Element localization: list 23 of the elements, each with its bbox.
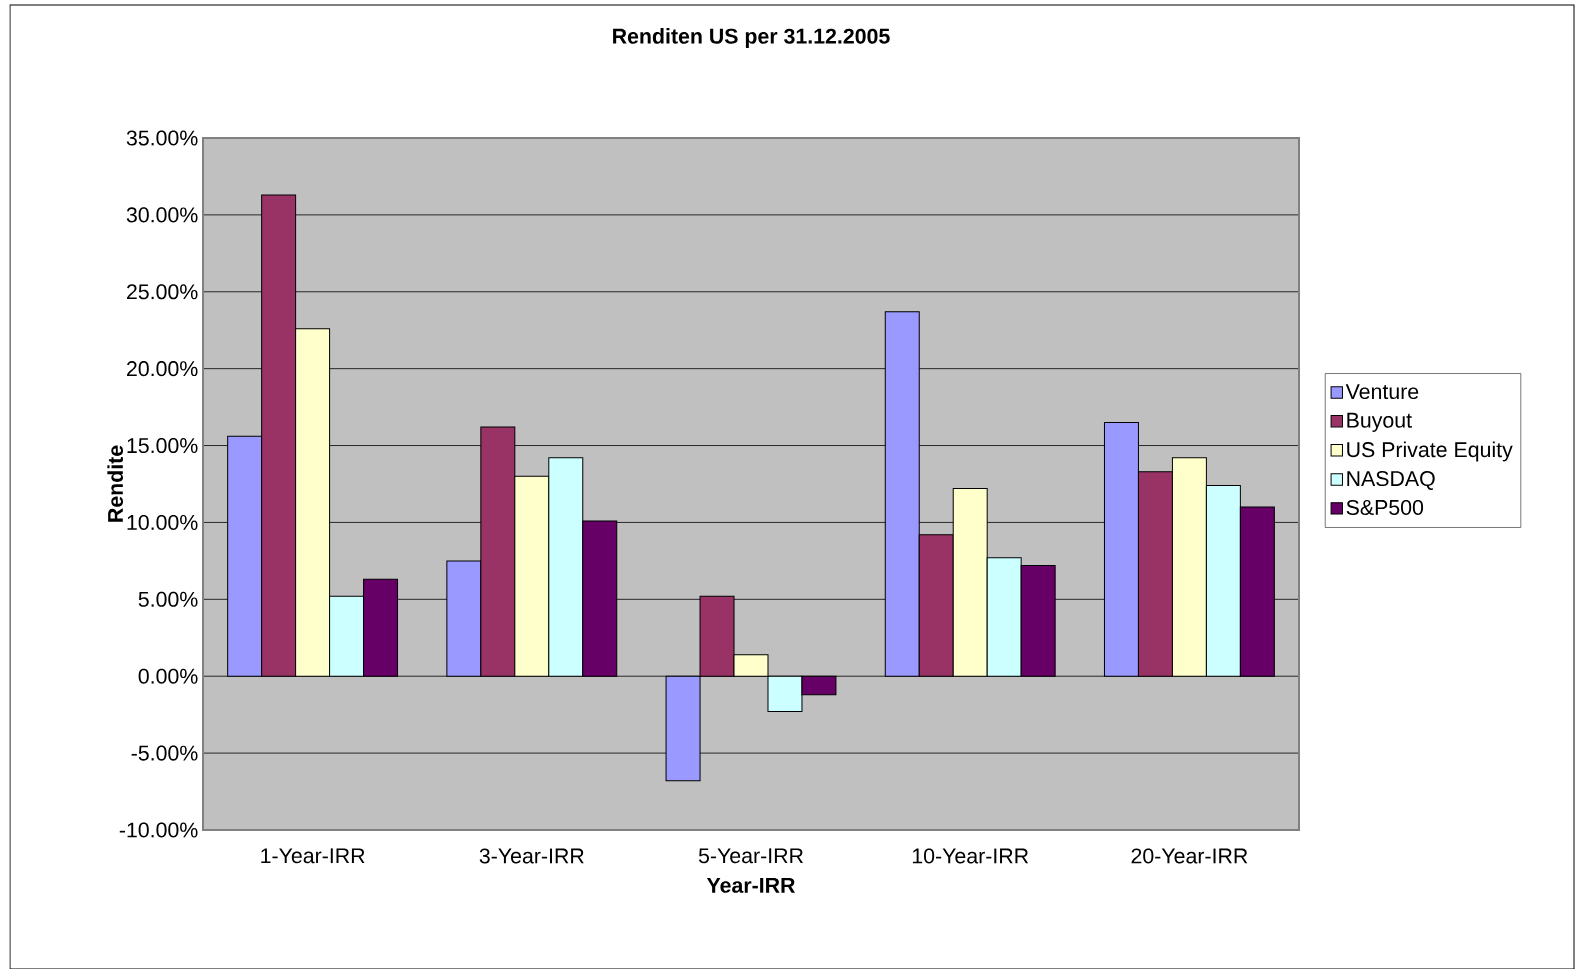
y-tick-label: 25.00% bbox=[127, 284, 198, 300]
x-tick-label: 5-Year-IRR bbox=[698, 848, 803, 864]
chart-title: Renditen US per 31.12.2005 bbox=[613, 28, 890, 48]
legend-label: Venture bbox=[1345, 384, 1419, 400]
y-tick-label: 0.00% bbox=[138, 668, 198, 684]
y-tick-label: -10.00% bbox=[119, 822, 198, 838]
y-tick-label: 10.00% bbox=[127, 514, 198, 530]
x-tick-label: 20-Year-IRR bbox=[1131, 848, 1248, 864]
y-tick-label: 35.00% bbox=[126, 130, 198, 146]
y-tick-label: 15.00% bbox=[127, 438, 198, 454]
legend-label: S&P500 bbox=[1346, 499, 1424, 516]
y-tick-label: 20.00% bbox=[127, 361, 198, 377]
x-tick-label: 3-Year-IRR bbox=[479, 848, 584, 864]
x-tick-label: 1-Year-IRR bbox=[261, 848, 365, 864]
legend-label: US Private Equity bbox=[1347, 441, 1513, 462]
y-tick-label: -5.00% bbox=[131, 745, 198, 761]
y-tick-label: 5.00% bbox=[138, 591, 198, 607]
y-tick-label: 30.00% bbox=[126, 207, 198, 223]
x-axis-title: Year-IRR bbox=[706, 877, 796, 893]
y-axis-title: Rendite bbox=[107, 445, 124, 522]
x-tick-label: 10-Year-IRR bbox=[912, 848, 1029, 864]
legend-label: NASDAQ bbox=[1347, 471, 1435, 490]
legend-label: Buyout bbox=[1347, 412, 1412, 432]
